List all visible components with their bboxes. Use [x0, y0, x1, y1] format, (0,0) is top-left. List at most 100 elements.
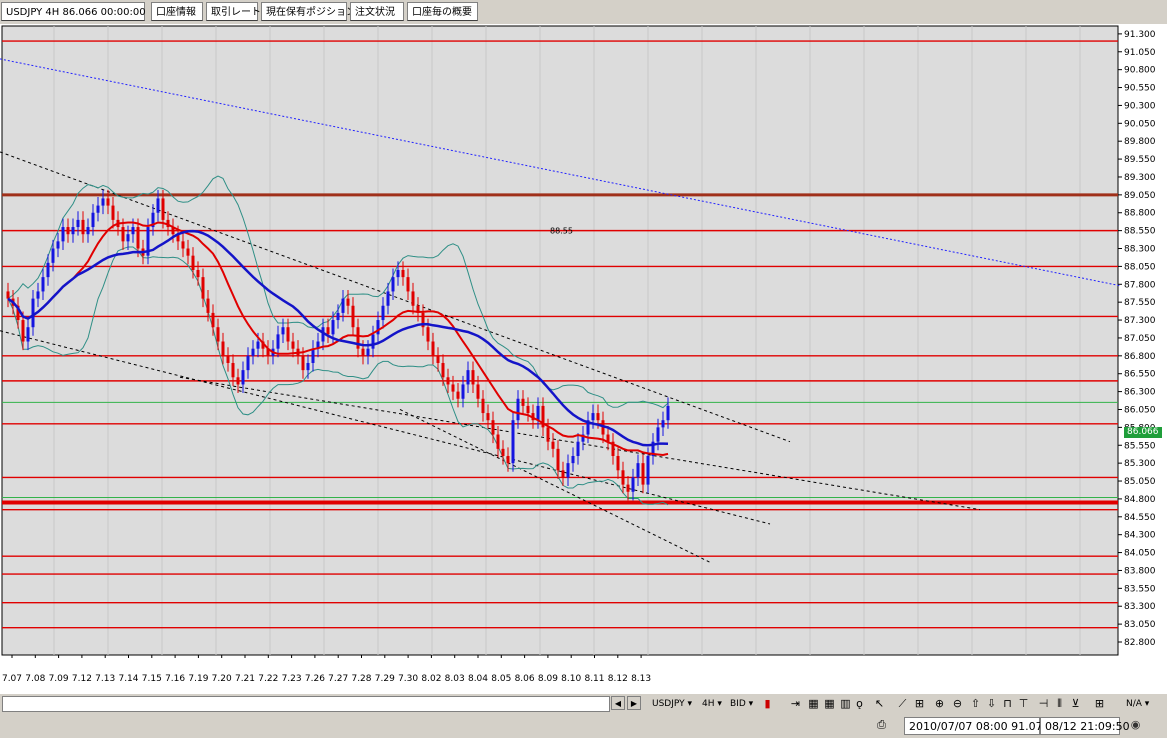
cursor-icon[interactable]: ↖	[874, 697, 885, 710]
candle-down	[291, 341, 295, 349]
bar-icon[interactable]: ▥	[840, 697, 851, 710]
text-icon[interactable]: ⊻	[1071, 697, 1080, 710]
arrow-right-icon[interactable]: ⇥	[790, 697, 801, 710]
tab-bar: USDJPY 4H 86.066 00:00:00 口座情報 取引レート 現在保…	[0, 0, 1167, 24]
dotted-trendline	[0, 330, 771, 525]
na-select[interactable]: N/A ▾	[1126, 699, 1150, 709]
y-tick-label: 89.300	[1124, 173, 1156, 183]
x-tick-label: 8.12	[608, 674, 628, 684]
horizontal-scrollbar[interactable]	[2, 696, 610, 712]
candle-up	[41, 277, 45, 292]
side-select[interactable]: BID ▾	[730, 699, 754, 709]
candle-down	[626, 484, 630, 492]
print-icon[interactable]: ⎙	[877, 718, 886, 731]
candle-down	[106, 198, 110, 206]
candle-up	[281, 327, 285, 335]
tab-orders[interactable]: 注文状況	[350, 2, 404, 21]
y-tick-label: 83.800	[1124, 566, 1156, 576]
channel-icon[interactable]: ⫴	[1057, 697, 1062, 710]
up-arrow-icon[interactable]: ⇧	[970, 697, 981, 710]
candle-up	[576, 441, 580, 456]
tab-rates[interactable]: 取引レート	[206, 2, 261, 21]
hline-icon[interactable]: ⊤	[1018, 697, 1029, 710]
x-tick-label: 8.03	[445, 674, 465, 684]
candle-up	[341, 298, 345, 313]
ruler-icon[interactable]: ⊓	[1003, 697, 1012, 710]
candle-down	[236, 377, 240, 385]
y-tick-label: 86.300	[1124, 388, 1156, 398]
settings-icon[interactable]: ⊞	[1094, 697, 1105, 710]
x-tick-label: 8.09	[538, 674, 558, 684]
candle-down	[641, 463, 645, 485]
tab-account-info[interactable]: 口座情報	[151, 2, 203, 21]
y-tick-label: 88.050	[1124, 262, 1156, 272]
tab-positions[interactable]: 現在保有ポジション	[261, 2, 356, 21]
x-tick-label: 7.21	[235, 674, 255, 684]
q-icon[interactable]: ǫ	[856, 697, 863, 710]
vline-icon[interactable]: ⊣	[1038, 697, 1049, 710]
x-tick-label: 7.15	[142, 674, 162, 684]
y-tick-label: 89.800	[1124, 137, 1156, 147]
candle-up	[146, 227, 150, 256]
candle-down	[411, 291, 415, 306]
candle-up	[51, 248, 55, 263]
y-tick-label: 88.300	[1124, 245, 1156, 255]
x-tick-label: 7.27	[328, 674, 348, 684]
candle-down	[196, 269, 200, 278]
candle-down	[351, 305, 355, 328]
y-tick-label: 83.300	[1124, 602, 1156, 612]
candle-down	[506, 455, 510, 464]
y-tick-label: 90.300	[1124, 101, 1156, 111]
candle-up	[566, 463, 570, 478]
candle-up	[46, 262, 50, 278]
candle-up	[536, 405, 540, 421]
candle-down	[356, 327, 360, 349]
zoom-out-icon[interactable]: ⊖	[952, 697, 963, 710]
tab-chart[interactable]: USDJPY 4H 86.066 00:00:00	[1, 2, 146, 21]
candle-up	[366, 348, 370, 356]
x-tick-label: 7.28	[351, 674, 371, 684]
candle-up	[336, 312, 340, 321]
grid-alt-icon[interactable]: ▦	[824, 697, 835, 710]
y-tick-label: 87.300	[1124, 316, 1156, 326]
x-tick-label: 7.12	[72, 674, 92, 684]
down-arrow-icon[interactable]: ⇩	[986, 697, 997, 710]
scroll-left-icon[interactable]: ◀	[611, 696, 625, 710]
scroll-right-icon[interactable]: ▶	[627, 696, 641, 710]
y-tick-label: 91.050	[1124, 48, 1156, 58]
zoom-in-icon[interactable]: ⊕	[934, 697, 945, 710]
ma-slow-line	[7, 229, 669, 447]
tab-account-summary[interactable]: 口座毎の概要	[407, 2, 478, 21]
y-tick-label: 89.050	[1124, 191, 1156, 201]
chart-area[interactable]: 91.55091.30091.05090.80090.55090.30090.0…	[0, 24, 1167, 694]
y-tick-label: 91.300	[1124, 30, 1156, 40]
x-tick-label: 7.16	[165, 674, 185, 684]
candle-up	[276, 334, 280, 349]
y-tick-label: 82.800	[1124, 638, 1156, 648]
candle-type-icon[interactable]: ▮	[764, 697, 771, 710]
candle-down	[211, 312, 215, 328]
x-tick-label: 7.26	[305, 674, 325, 684]
candlestick-chart[interactable]: 91.55091.30091.05090.80090.55090.30090.0…	[0, 24, 1167, 694]
fib-tool-icon[interactable]: ⊞	[914, 697, 925, 710]
cursor-date-price: 2010/07/07 08:00 91.071	[904, 717, 1050, 735]
y-tick-label: 88.800	[1124, 209, 1156, 219]
y-tick-label: 90.050	[1124, 119, 1156, 129]
y-tick-label: 85.050	[1124, 477, 1156, 487]
line-tool-icon[interactable]: ⟋	[898, 697, 907, 710]
candle-up	[516, 398, 520, 421]
candle-up	[386, 291, 390, 306]
timeframe-select[interactable]: 4H ▾	[702, 699, 722, 709]
candle-down	[176, 234, 180, 242]
candle-down	[451, 384, 455, 392]
candle-down	[441, 362, 445, 378]
symbol-select[interactable]: USDJPY ▾	[652, 699, 693, 709]
candle-up	[586, 420, 590, 435]
candle-up	[371, 334, 375, 349]
x-tick-label: 7.13	[95, 674, 115, 684]
grid-icon[interactable]: ▦	[808, 697, 819, 710]
candle-down	[286, 327, 290, 342]
y-tick-label: 87.800	[1124, 280, 1156, 290]
candle-up	[331, 320, 335, 335]
candle-up	[466, 370, 470, 385]
